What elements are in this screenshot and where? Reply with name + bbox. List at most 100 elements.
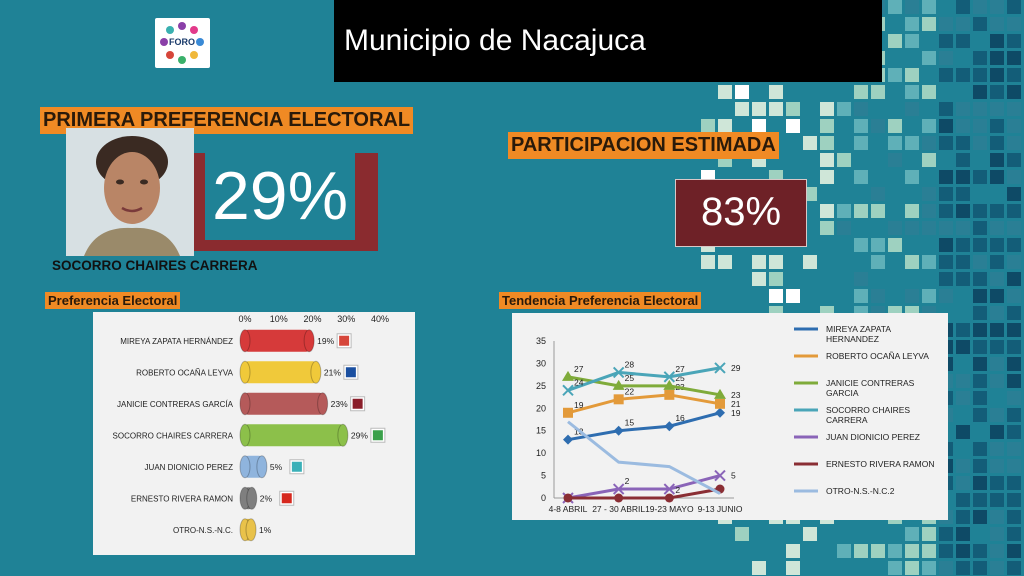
mosaic-tile <box>1007 408 1021 422</box>
mosaic-tile <box>1007 17 1021 31</box>
mosaic-tile <box>956 374 970 388</box>
mosaic-tile <box>1007 425 1021 439</box>
mosaic-tile <box>820 204 834 218</box>
mosaic-tile <box>973 493 987 507</box>
series-line <box>567 366 721 392</box>
data-point <box>562 370 574 381</box>
mosaic-tile <box>1007 0 1021 14</box>
y-tick-label: 25 <box>536 381 546 391</box>
mosaic-tile <box>956 493 970 507</box>
mosaic-tile <box>939 119 953 133</box>
mosaic-tile <box>956 221 970 235</box>
mosaic-tile <box>973 51 987 65</box>
mosaic-tile <box>1007 442 1021 456</box>
mosaic-tile <box>888 136 902 150</box>
data-point <box>664 493 674 503</box>
mosaic-tile <box>922 85 936 99</box>
mosaic-tile <box>956 170 970 184</box>
data-label: 27 <box>675 364 685 374</box>
mosaic-tile <box>820 170 834 184</box>
bar-cap-right <box>245 518 257 542</box>
mosaic-tile <box>973 272 987 286</box>
line-chart-panel: 0 5 10 15 20 25 30 35 4-8 ABRIL 27 - 30 ABRIL 19-2… <box>512 313 948 520</box>
mosaic-tile <box>769 272 783 286</box>
mosaic-tile <box>990 493 1004 507</box>
data-label: 2 <box>625 476 630 486</box>
mosaic-tile <box>905 34 919 48</box>
logo-icon: FORO <box>160 22 204 64</box>
mosaic-tile <box>871 238 885 252</box>
data-point <box>715 407 725 418</box>
bar-cap-left <box>239 423 251 447</box>
mosaic-tile <box>888 153 902 167</box>
mosaic-tile <box>1007 102 1021 116</box>
mosaic-tile <box>956 0 970 14</box>
mosaic-tile <box>973 340 987 354</box>
bar-value-label: 5% <box>270 462 283 472</box>
mosaic-tile <box>973 255 987 269</box>
mosaic-tile <box>990 476 1004 490</box>
bar-cap-right <box>317 392 329 416</box>
bar-category-label: ROBERTO OCAÑA LEYVA <box>136 368 234 377</box>
bar-category-label: JUAN DIONICIO PEREZ <box>145 463 234 472</box>
mosaic-tile <box>956 323 970 337</box>
mosaic-tile <box>735 85 749 99</box>
mosaic-tile <box>905 68 919 82</box>
mosaic-tile <box>922 17 936 31</box>
bar-category-label: OTRO-N.S.-N.C. <box>173 526 233 535</box>
pri-icon-mark <box>339 335 350 346</box>
mosaic-tile <box>905 255 919 269</box>
data-label: 22 <box>625 386 635 396</box>
data-label: 5 <box>731 471 736 481</box>
mosaic-tile <box>990 0 1004 14</box>
mosaic-tile <box>871 204 885 218</box>
data-label: 19 <box>731 408 741 418</box>
bar-cap-left <box>239 329 251 353</box>
mosaic-tile <box>752 119 766 133</box>
data-point <box>612 366 625 379</box>
bar-category-label: SOCORRO CHAIRES CARRERA <box>113 431 234 440</box>
bar <box>245 424 343 447</box>
mosaic-tile <box>888 68 902 82</box>
mosaic-tile <box>922 561 936 575</box>
mosaic-tile <box>905 136 919 150</box>
mosaic-tile <box>956 272 970 286</box>
data-point <box>714 362 726 374</box>
mosaic-tile <box>956 340 970 354</box>
x-tick-label: 9-13 JUNIO <box>698 504 743 514</box>
mosaic-tile <box>1007 255 1021 269</box>
mosaic-tile <box>888 221 902 235</box>
mosaic-tile <box>990 340 1004 354</box>
mosaic-tile <box>888 238 902 252</box>
mosaic-tile <box>990 17 1004 31</box>
mosaic-tile <box>973 374 987 388</box>
mosaic-tile <box>905 544 919 558</box>
mosaic-tile <box>854 289 868 303</box>
mosaic-tile <box>973 170 987 184</box>
mosaic-tile <box>990 238 1004 252</box>
mosaic-tile <box>871 544 885 558</box>
mosaic-tile <box>1007 34 1021 48</box>
mosaic-tile <box>990 68 1004 82</box>
mosaic-tile <box>854 85 868 99</box>
mosaic-tile <box>990 102 1004 116</box>
legend-entry: ERNESTO RIVERA RAMON <box>826 459 934 469</box>
mosaic-tile <box>1007 391 1021 405</box>
bar-tick-label: 20% <box>303 314 321 324</box>
candidate-name: SOCORRO CHAIRES CARRERA <box>52 258 258 273</box>
mosaic-tile <box>905 85 919 99</box>
mosaic-tile <box>973 510 987 524</box>
mosaic-tile <box>854 136 868 150</box>
mosaic-tile <box>973 306 987 320</box>
mosaic-tile <box>956 17 970 31</box>
mosaic-tile <box>939 187 953 201</box>
y-tick-label: 0 <box>541 493 546 503</box>
first-preference-value: 29% <box>211 158 349 234</box>
mosaic-tile <box>820 221 834 235</box>
mosaic-tile <box>973 221 987 235</box>
pvem-icon <box>370 427 386 443</box>
data-label: 25 <box>675 373 685 383</box>
mosaic-tile <box>786 102 800 116</box>
candidate-photo <box>66 128 194 256</box>
mosaic-tile <box>1007 68 1021 82</box>
